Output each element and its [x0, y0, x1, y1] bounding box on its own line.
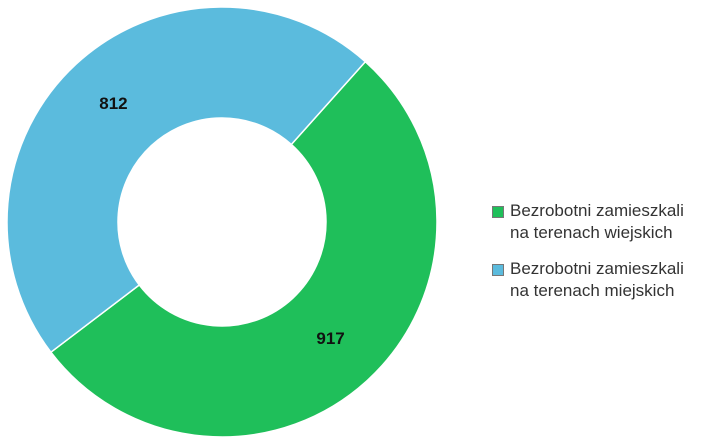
legend-swatch: [492, 206, 504, 218]
chart: 917 812: [6, 6, 438, 438]
legend-item: Bezrobotni zamieszkali na terenach wiejs…: [492, 200, 692, 244]
legend-label: Bezrobotni zamieszkali na terenach wiejs…: [510, 201, 684, 242]
legend-label: Bezrobotni zamieszkali na terenach miejs…: [510, 259, 684, 300]
legend-swatch: [492, 264, 504, 276]
data-label: 917: [316, 329, 344, 348]
donut-segment: [6, 6, 367, 354]
data-label: 812: [99, 94, 127, 113]
legend-item: Bezrobotni zamieszkali na terenach miejs…: [492, 258, 692, 302]
legend: Bezrobotni zamieszkali na terenach wiejs…: [492, 200, 692, 316]
donut-segment: [49, 60, 438, 438]
